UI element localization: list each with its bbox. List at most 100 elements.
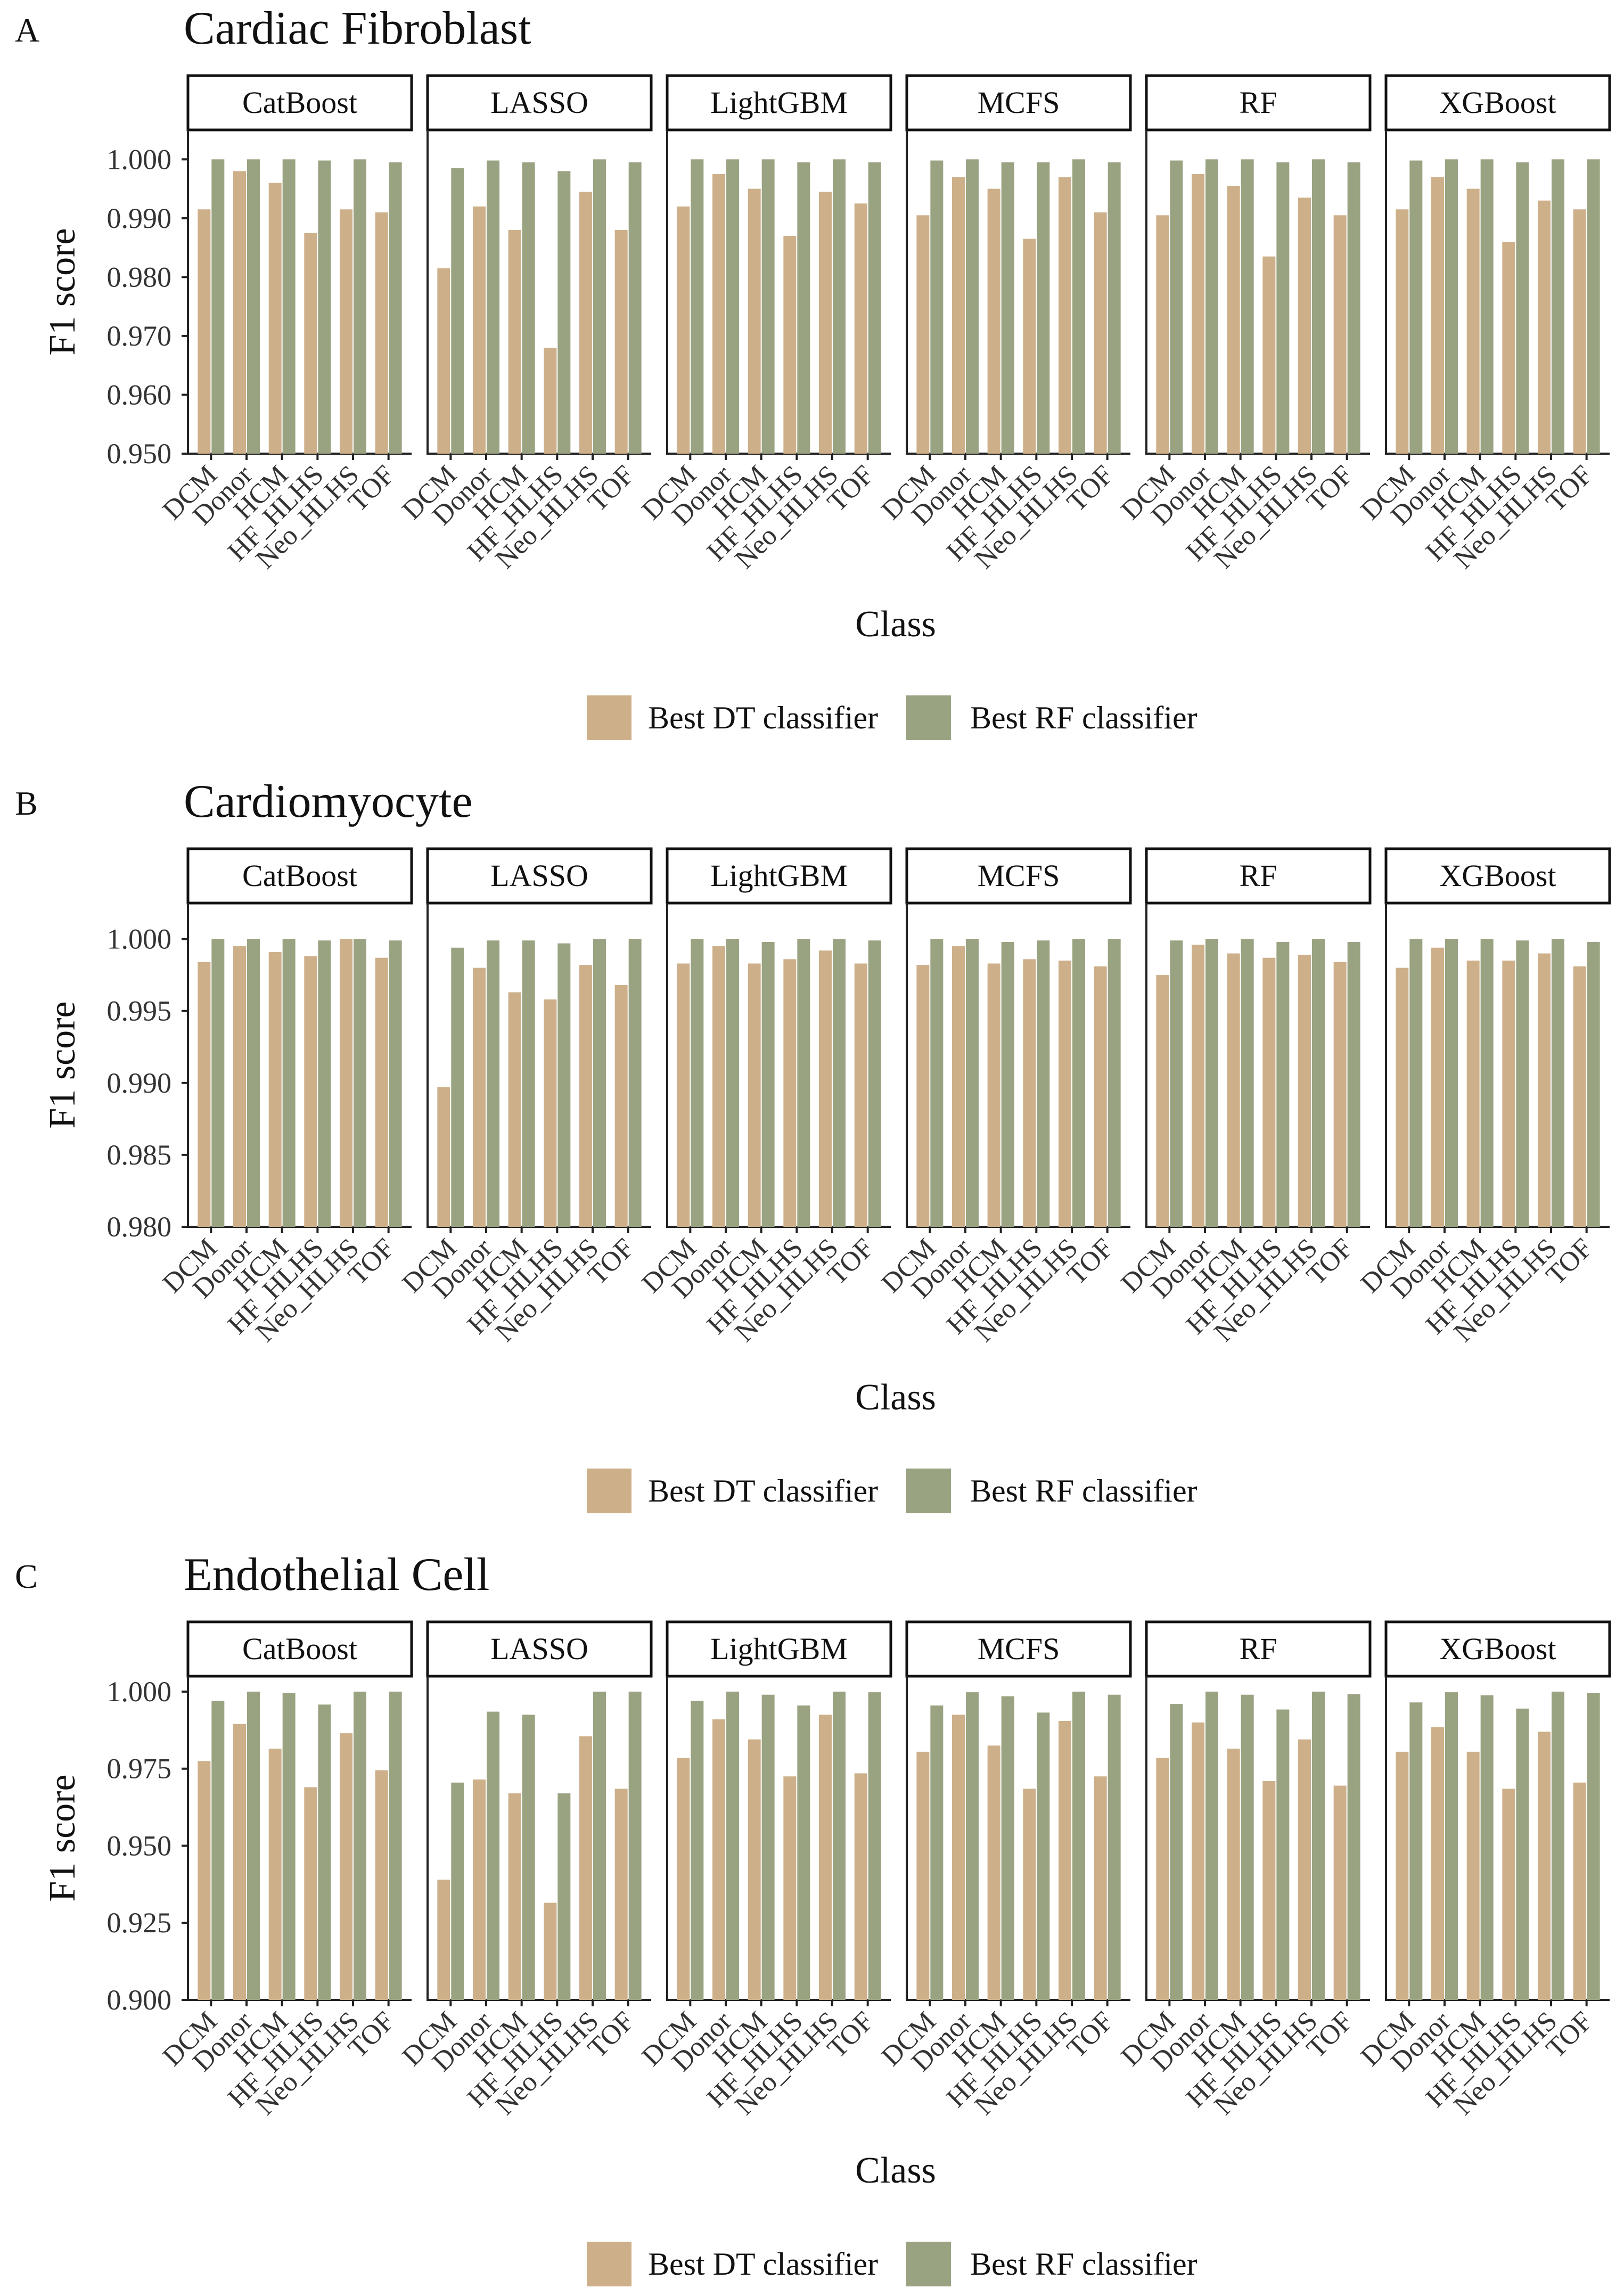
y-tick-label: 0.975 (107, 1753, 172, 1785)
facet-strip (905, 1620, 1132, 1678)
bar-rf-tof (1587, 941, 1600, 1227)
facet-strip (666, 1620, 892, 1678)
bar-rf-neo-hlhs (593, 1691, 606, 2000)
bar-rf-neo-hlhs (593, 939, 606, 1227)
bar-dt-tof (1573, 966, 1586, 1227)
bar-dt-tof (1094, 212, 1107, 454)
bar-dt-hcm (987, 1745, 1000, 2000)
bar-dt-hcm (748, 188, 761, 454)
facet-axis (1145, 1676, 1370, 2001)
bar-rf-hf-hlhs (797, 162, 810, 454)
facet-axis (666, 1676, 891, 2001)
bar-rf-tof (1587, 1693, 1600, 2000)
facet-strip-label: XGBoost (1439, 1631, 1556, 1666)
facet-strip-label: MCFS (978, 1631, 1060, 1666)
bar-dt-donor (473, 967, 486, 1227)
bar-dt-tof (1333, 962, 1347, 1227)
panel-a: A Cardiac Fibroblast F1 score 0.950 0.960 0.9… (15, 3, 1611, 740)
panel-letter: C (15, 1557, 38, 1595)
bar-rf-hf-hlhs (1516, 162, 1529, 454)
bar-dt-hcm (748, 963, 761, 1227)
bar-rf-hf-hlhs (1037, 1712, 1050, 2000)
bar-rf-hf-hlhs (318, 940, 331, 1227)
facet-strip-label: RF (1240, 858, 1277, 893)
bar-dt-dcm (1396, 1751, 1409, 2000)
bar-rf-neo-hlhs (354, 159, 366, 454)
bar-rf-hf-hlhs (1037, 162, 1050, 454)
bar-dt-donor (1431, 1727, 1444, 2000)
facet-strip-label: LASSO (490, 858, 588, 893)
bar-dt-tof (1094, 1776, 1107, 2000)
bar-rf-dcm (451, 1782, 464, 2000)
facet-strip-label: CatBoost (242, 1631, 357, 1666)
bar-dt-hf-hlhs (1262, 256, 1276, 454)
bar-dt-tof (375, 1770, 388, 2000)
bar-rf-hf-hlhs (1516, 940, 1529, 1227)
bar-rf-hcm (522, 1715, 535, 2000)
bar-dt-dcm (916, 1751, 930, 2000)
facet-strip-label: CatBoost (242, 85, 357, 120)
bar-rf-hf-hlhs (557, 171, 571, 454)
bar-dt-dcm (437, 268, 450, 454)
bar-rf-hf-hlhs (797, 1705, 810, 2000)
panel-c: C Endothelial Cell F1 score 0.900 0.925 0.950… (15, 1549, 1611, 2286)
bar-rf-hcm (1001, 941, 1014, 1227)
bar-dt-hf-hlhs (304, 1787, 317, 2000)
y-tick-label: 0.990 (107, 202, 172, 234)
bar-rf-dcm (211, 159, 225, 454)
bar-rf-donor (1205, 939, 1218, 1227)
bar-dt-dcm (677, 963, 690, 1227)
facet-strip (1145, 1620, 1372, 1678)
bar-rf-tof (1347, 1694, 1360, 2000)
facet-strip (186, 74, 413, 132)
bar-dt-neo-hlhs (1059, 1720, 1071, 2000)
bar-dt-neo-hlhs (1298, 198, 1311, 454)
bar-rf-hcm (1241, 159, 1254, 454)
bar-rf-dcm (211, 939, 225, 1227)
bar-dt-tof (375, 957, 388, 1227)
bar-dt-dcm (1396, 209, 1409, 454)
bar-rf-hf-hlhs (318, 1704, 331, 2000)
bar-dt-hf-hlhs (1023, 1789, 1036, 2000)
bar-rf-hf-hlhs (318, 160, 331, 454)
bar-dt-dcm (437, 1087, 450, 1227)
bar-rf-donor (1205, 159, 1218, 454)
y-tick-label: 0.950 (107, 438, 172, 470)
panel-letter: B (15, 784, 38, 822)
bar-dt-dcm (437, 1880, 450, 2000)
bar-dt-neo-hlhs (579, 965, 592, 1227)
bar-dt-dcm (1156, 1758, 1169, 2000)
bar-dt-tof (375, 212, 388, 454)
bar-dt-donor (712, 946, 725, 1227)
bar-dt-hf-hlhs (304, 233, 317, 454)
bar-rf-hcm (522, 940, 535, 1227)
facet-axis (666, 130, 891, 455)
y-axis-label: F1 score (42, 228, 83, 355)
x-axis-label: Class (855, 2150, 936, 2191)
bar-rf-neo-hlhs (1072, 159, 1085, 454)
bar-rf-hcm (282, 939, 296, 1227)
facet-strip (666, 847, 892, 905)
bar-dt-hcm (1466, 188, 1480, 454)
bar-rf-dcm (691, 159, 704, 454)
facet-strip-label: LASSO (490, 85, 588, 120)
legend: Best DT classifier Best RF classifier (587, 695, 1198, 740)
bar-rf-tof (868, 940, 881, 1227)
y-tick-label: 1.000 (107, 1676, 172, 1708)
facet-strip-label: LightGBM (710, 858, 848, 893)
bar-rf-hcm (761, 1694, 775, 2000)
legend-label-rf: Best RF classifier (970, 1473, 1198, 1508)
bar-rf-donor (726, 939, 739, 1227)
bar-dt-donor (1431, 947, 1444, 1227)
bar-rf-tof (628, 1691, 642, 2000)
bar-dt-neo-hlhs (819, 950, 832, 1227)
legend-swatch-rf (906, 1469, 951, 1513)
panel-title: Endothelial Cell (184, 1549, 489, 1601)
facet-axis (1385, 903, 1610, 1228)
bar-rf-hf-hlhs (1516, 1708, 1529, 2000)
bar-dt-neo-hlhs (1538, 1732, 1551, 2000)
y-tick-label: 0.960 (107, 379, 172, 411)
bar-dt-tof (1573, 209, 1586, 454)
